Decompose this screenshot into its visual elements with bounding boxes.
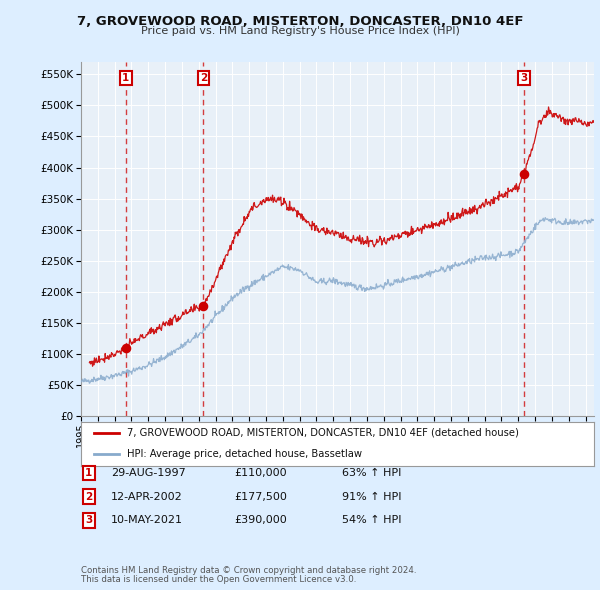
Text: 12-APR-2002: 12-APR-2002 [111, 492, 183, 502]
Text: 29-AUG-1997: 29-AUG-1997 [111, 468, 186, 478]
Text: £390,000: £390,000 [234, 516, 287, 525]
Text: 54% ↑ HPI: 54% ↑ HPI [342, 516, 401, 525]
Point [520, 169, 529, 178]
Text: Contains HM Land Registry data © Crown copyright and database right 2024.: Contains HM Land Registry data © Crown c… [81, 566, 416, 575]
Text: This data is licensed under the Open Government Licence v3.0.: This data is licensed under the Open Gov… [81, 575, 356, 584]
Text: 7, GROVEWOOD ROAD, MISTERTON, DONCASTER, DN10 4EF (detached house): 7, GROVEWOOD ROAD, MISTERTON, DONCASTER,… [127, 428, 519, 438]
Text: Price paid vs. HM Land Registry's House Price Index (HPI): Price paid vs. HM Land Registry's House … [140, 26, 460, 36]
Point [199, 301, 208, 310]
Text: 10-MAY-2021: 10-MAY-2021 [111, 516, 183, 525]
Text: 1: 1 [122, 73, 130, 83]
Text: 2: 2 [200, 73, 207, 83]
Text: 2: 2 [85, 492, 92, 502]
Text: 1: 1 [85, 468, 92, 478]
Text: £177,500: £177,500 [234, 492, 287, 502]
Text: 3: 3 [521, 73, 528, 83]
Point [121, 343, 131, 352]
Text: £110,000: £110,000 [234, 468, 287, 478]
Text: 3: 3 [85, 516, 92, 525]
Text: 63% ↑ HPI: 63% ↑ HPI [342, 468, 401, 478]
Text: 7, GROVEWOOD ROAD, MISTERTON, DONCASTER, DN10 4EF: 7, GROVEWOOD ROAD, MISTERTON, DONCASTER,… [77, 15, 523, 28]
Text: HPI: Average price, detached house, Bassetlaw: HPI: Average price, detached house, Bass… [127, 449, 362, 458]
Text: 91% ↑ HPI: 91% ↑ HPI [342, 492, 401, 502]
